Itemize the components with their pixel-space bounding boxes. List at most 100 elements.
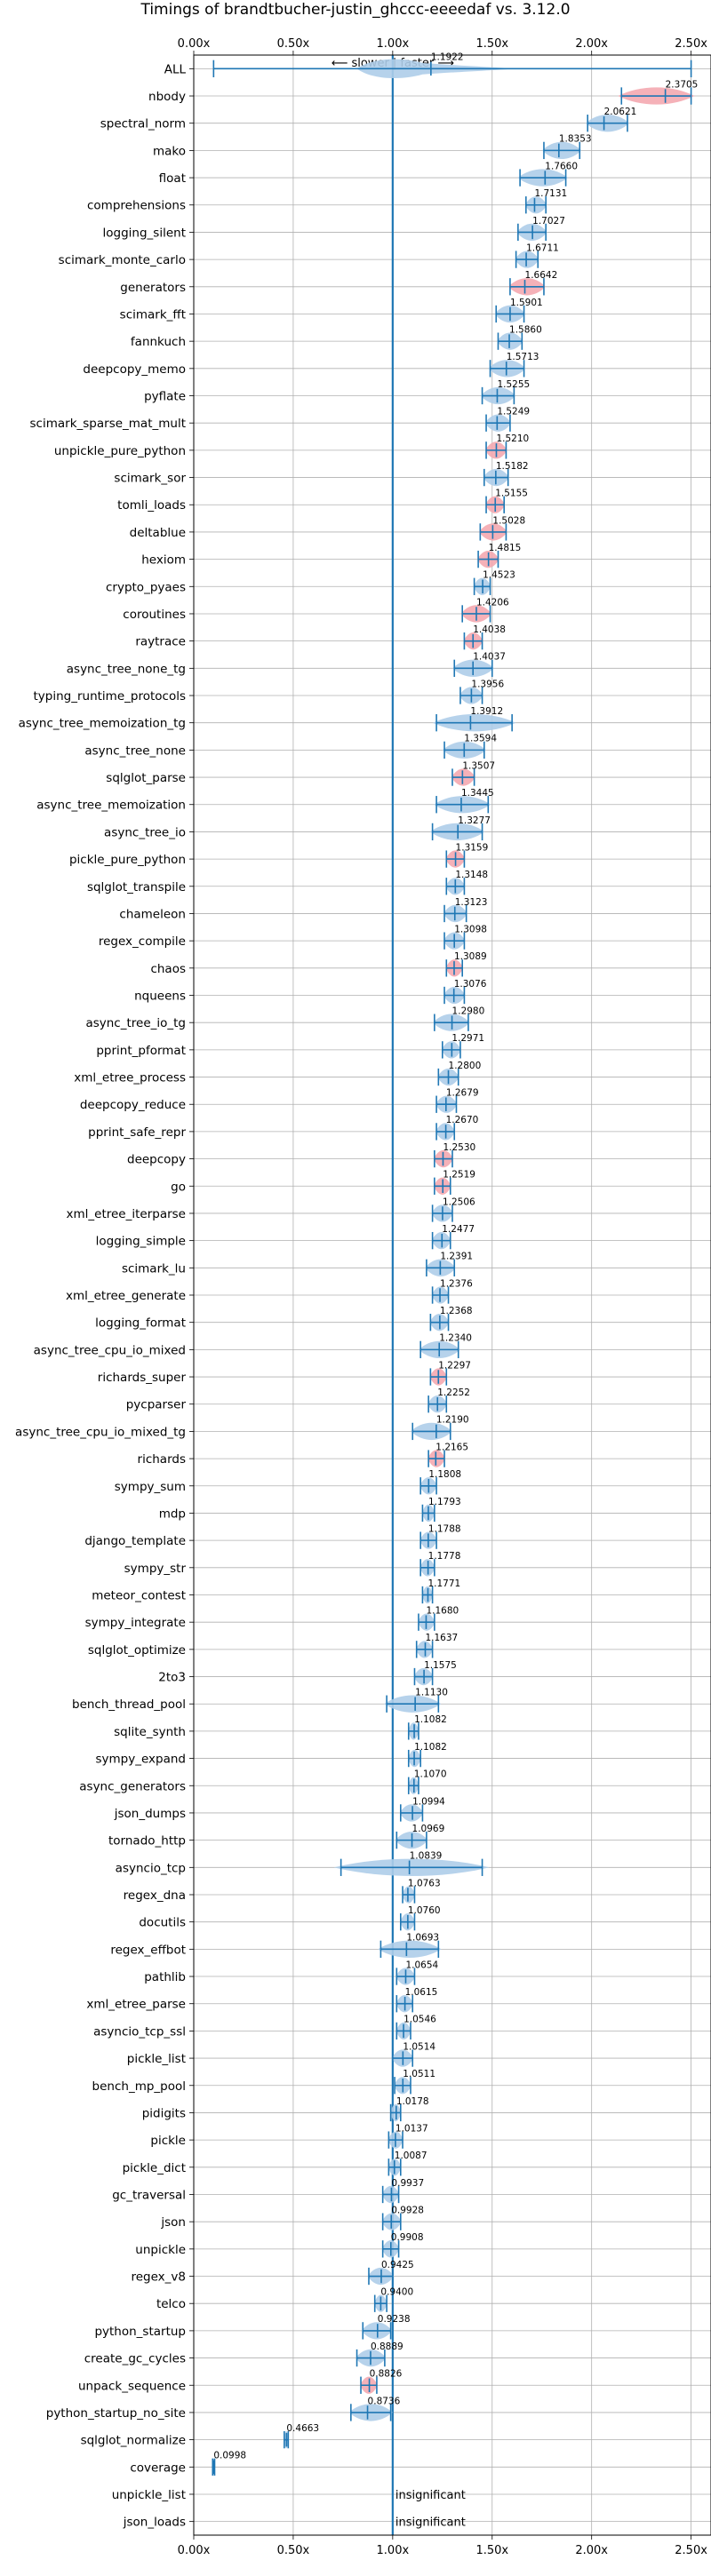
benchmark-label: sqlglot_transpile [87, 880, 186, 894]
median-value-label: 0.8736 [368, 2396, 401, 2406]
median-value-label: 1.2670 [446, 1115, 479, 1125]
benchmark-label: pprint_safe_repr [88, 1125, 186, 1140]
median-value-label: 1.1680 [426, 1606, 459, 1617]
median-value-label: 1.4206 [476, 597, 509, 608]
median-value-label: 1.7131 [534, 188, 567, 199]
x-tick-label-top: 1.00x [377, 37, 410, 51]
median-value-label: 0.0998 [213, 2451, 246, 2461]
benchmark-label: pickle [150, 2134, 186, 2148]
median-value-label: 1.2477 [442, 1224, 475, 1235]
median-value-label: 1.6711 [526, 242, 559, 253]
benchmark-label: raytrace [135, 635, 186, 649]
benchmark-label: sqlglot_optimize [88, 1643, 186, 1658]
x-tick-label-bottom: 0.00x [178, 2544, 211, 2557]
median-value-label: 2.0621 [604, 107, 637, 117]
median-value-label: 1.5255 [497, 379, 530, 390]
median-value-label: 1.4815 [489, 543, 522, 553]
benchmark-label: hexiom [141, 553, 186, 568]
benchmark-label: async_tree_memoization [36, 799, 186, 813]
median-value-label: 1.0137 [395, 2123, 428, 2134]
median-value-label: 1.0839 [410, 1851, 443, 1862]
benchmark-label: sympy_expand [95, 1753, 186, 1767]
benchmark-label: chaos [150, 962, 186, 976]
median-value-label: 1.2800 [449, 1061, 482, 1071]
benchmark-label: unpack_sequence [78, 2379, 186, 2393]
median-value-label: 1.5249 [497, 407, 530, 417]
benchmark-label: richards [138, 1452, 186, 1467]
median-value-label: 1.2506 [443, 1197, 475, 1207]
median-value-label: 1.0969 [412, 1824, 445, 1834]
median-value-label: 1.1808 [428, 1469, 461, 1480]
x-tick-label-top: 0.50x [277, 37, 310, 51]
benchmark-label: asyncio_tcp_ssl [93, 2024, 186, 2039]
benchmark-label: pickle_dict [123, 2161, 186, 2175]
benchmark-label: sqlglot_parse [106, 771, 186, 785]
median-value-label: 1.1637 [425, 1633, 458, 1643]
median-value-label: 0.8826 [370, 2369, 403, 2380]
median-value-label: 0.9400 [380, 2287, 413, 2298]
x-tick-label-bottom: 1.50x [475, 2544, 508, 2557]
median-value-label: 1.1793 [428, 1497, 461, 1507]
insignificant-label: insignificant [395, 2489, 466, 2502]
median-value-label: 1.2297 [438, 1360, 471, 1371]
median-value-label: 1.3089 [454, 951, 487, 962]
benchmark-label: bench_thread_pool [72, 1697, 186, 1712]
median-value-label: 1.3148 [455, 870, 488, 880]
x-tick-label-top: 0.00x [178, 37, 211, 51]
benchmark-label: scimark_lu [122, 1261, 186, 1276]
median-value-label: 1.7660 [545, 161, 578, 171]
benchmark-label: django_template [84, 1534, 186, 1548]
median-value-label: 2.3705 [666, 79, 699, 90]
benchmark-label: telco [156, 2297, 186, 2311]
benchmark-label: coverage [130, 2461, 186, 2475]
median-value-label: 1.2980 [452, 1006, 485, 1017]
median-value-label: 1.0615 [405, 1987, 438, 1998]
median-value-label: 1.8353 [559, 134, 592, 145]
benchmark-label: pathlib [144, 1970, 186, 1984]
benchmark-label: scimark_sparse_mat_mult [30, 417, 186, 431]
median-value-label: 1.3159 [456, 842, 489, 853]
median-value-label: 1.3912 [470, 706, 503, 717]
x-tick-label-bottom: 2.50x [675, 2544, 707, 2557]
median-value-label: 1.1771 [427, 1578, 460, 1589]
benchmark-label: comprehensions [87, 199, 186, 213]
benchmark-label: json_loads [123, 2516, 186, 2530]
benchmark-label: sqlite_synth [114, 1725, 186, 1739]
benchmark-label: python_startup [94, 2325, 186, 2339]
benchmark-label: pidigits [142, 2106, 186, 2120]
median-value-label: 1.5901 [510, 298, 543, 308]
benchmark-label: crypto_pyaes [106, 580, 186, 594]
median-value-label: 1.1130 [415, 1688, 448, 1698]
benchmark-label: spectral_norm [100, 117, 186, 131]
benchmark-label: generators [120, 281, 186, 295]
benchmark-label: scimark_sor [114, 472, 186, 486]
benchmark-label: xml_etree_parse [86, 1998, 186, 2012]
median-value-label: 1.3507 [462, 760, 495, 771]
benchmark-label: 2to3 [158, 1671, 186, 1685]
median-value-label: 1.3956 [471, 679, 504, 689]
median-value-label: 1.5210 [496, 433, 529, 444]
benchmark-label: logging_format [95, 1316, 186, 1331]
x-tick-label-bottom: 2.00x [575, 2544, 608, 2557]
median-value-label: 1.2368 [440, 1306, 473, 1316]
median-value-label: 1.0546 [403, 2015, 436, 2025]
median-value-label: 1.3594 [464, 734, 497, 744]
median-value-label: 1.0654 [405, 1960, 438, 1970]
x-tick-label-bottom: 1.00x [377, 2544, 410, 2557]
benchmark-label: regex_dna [124, 1888, 186, 1903]
benchmark-label: pprint_pformat [96, 1044, 186, 1058]
benchmark-label: gc_traversal [112, 2188, 186, 2202]
benchmark-label: ALL [164, 62, 187, 76]
median-value-label: 0.9937 [391, 2178, 424, 2189]
median-value-label: 1.5028 [492, 515, 525, 526]
median-value-label: 1.3123 [455, 897, 488, 908]
benchmark-label: deepcopy_memo [83, 362, 186, 377]
median-value-label: 1.0693 [406, 1933, 439, 1944]
median-value-label: 0.9928 [391, 2206, 424, 2216]
median-value-label: 1.0763 [408, 1878, 441, 1888]
median-value-label: 1.2971 [451, 1033, 484, 1044]
benchmark-label: pyflate [144, 390, 186, 404]
benchmark-label: async_tree_cpu_io_mixed_tg [15, 1425, 186, 1439]
benchmark-label: regex_compile [99, 934, 186, 949]
